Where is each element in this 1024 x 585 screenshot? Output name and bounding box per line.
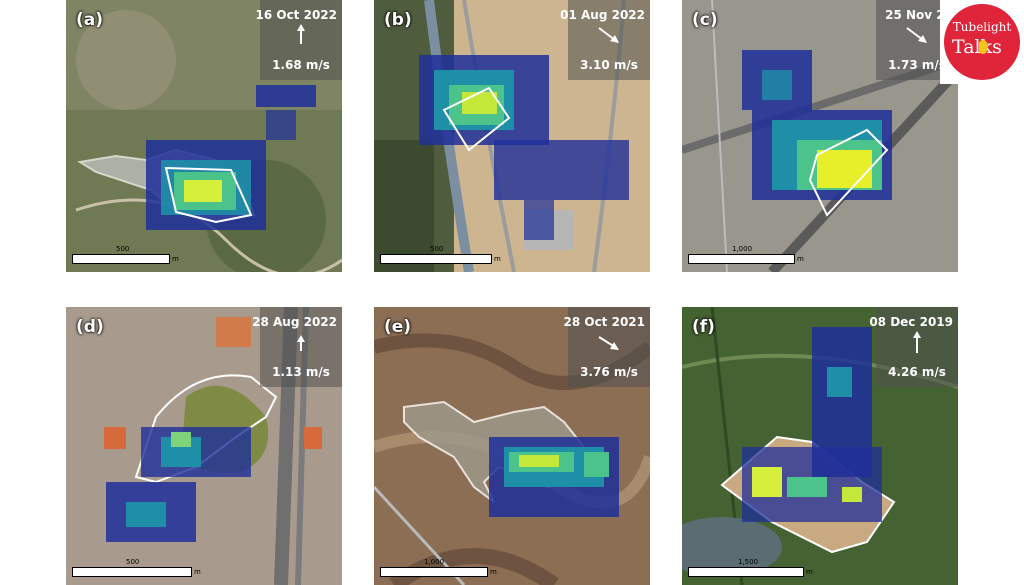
scale-unit: m [797,255,804,263]
panel-a: (a) 16 Oct 2022 1.68 m/s 500 m [66,0,342,272]
plume-f [742,327,882,522]
scale-bar: 500 m [72,245,184,264]
panel-f: (f) 08 Dec 2019 4.26 m/s 1,500 m [682,307,958,585]
date-label: 16 Oct 2022 [255,8,337,22]
date-label: 25 Nov 20 [885,8,953,22]
scale-value: 500 [430,245,444,253]
wind-speed: 1.73 m/s [888,58,946,72]
wind-arrow-down-right-icon [598,336,619,350]
scale-bar: 1,500 m [688,558,818,577]
plume-b [419,55,629,240]
wind-arrow-up-icon [297,335,305,351]
date-label: 28 Aug 2022 [252,315,337,329]
wind-speed: 3.10 m/s [580,58,638,72]
scale-bar: 1,000 m [380,558,502,577]
scale-unit: m [806,568,813,576]
date-label: 01 Aug 2022 [560,8,645,22]
wind-speed: 1.13 m/s [272,365,330,379]
date-label: 28 Oct 2021 [563,315,645,329]
scale-bar-box [72,567,192,577]
satellite-image-c [682,0,958,272]
scale-bar-box [688,567,804,577]
logo-line-1: Tubelight [952,20,1012,34]
panel-label: (f) [692,317,715,337]
panel-label: (d) [76,317,104,337]
wind-arrow-up-icon [297,24,305,44]
logo-circle: Tubelight Talks [944,4,1020,80]
wind-arrow-down-right-icon [598,27,619,43]
panel-label: (a) [76,10,104,30]
panel-e: (e) 28 Oct 2021 3.76 m/s 1,000 m [374,307,650,585]
scale-unit: m [490,568,497,576]
panel-d: (d) 28 Aug 2022 1.13 m/s 500 m [66,307,342,585]
wind-info-box: 28 Oct 2021 3.76 m/s [563,307,650,387]
wind-arrow-down-right-icon [906,27,927,43]
scale-bar: 1,000 m [688,245,808,264]
scale-bar-box [688,254,795,264]
scale-value: 1,000 [732,245,753,253]
wind-info-box: 28 Aug 2022 1.13 m/s [252,307,342,387]
plume-d [106,427,251,542]
panel-label: (c) [692,10,718,30]
plume-c [742,50,892,200]
logo-line-2: Talks [952,36,1002,58]
scale-bar-box [380,254,492,264]
scale-value: 500 [126,558,140,566]
wind-arrow-up-icon [913,331,921,353]
scale-bar-box [380,567,488,577]
scale-bar-box [72,254,170,264]
scale-bar: 500 m [72,558,207,577]
panel-b: (b) 01 Aug 2022 3.10 m/s 500 m [374,0,650,272]
panel-c: (c) 25 Nov 20 1.73 m/s 1,000 m [682,0,958,272]
scale-value: 1,500 [738,558,759,566]
scale-unit: m [494,255,501,263]
panel-label: (b) [384,10,412,30]
microphone-icon [979,40,987,54]
wind-info-box: 01 Aug 2022 3.10 m/s [560,0,650,80]
wind-info-box: 08 Dec 2019 4.26 m/s [869,307,958,387]
wind-info-box: 16 Oct 2022 1.68 m/s [255,0,342,80]
panel-label: (e) [384,317,412,337]
scale-unit: m [172,255,179,263]
scale-value: 500 [116,245,130,253]
tubelight-talks-logo: Tubelight Talks [940,0,1024,84]
plume-e [489,437,619,517]
date-label: 08 Dec 2019 [869,315,953,329]
wind-speed: 3.76 m/s [580,365,638,379]
wind-speed: 1.68 m/s [272,58,330,72]
scale-bar: 500 m [380,245,505,264]
wind-speed: 4.26 m/s [888,365,946,379]
scale-value: 1,000 [424,558,445,566]
satellite-image-b [374,0,650,272]
scale-unit: m [194,568,201,576]
